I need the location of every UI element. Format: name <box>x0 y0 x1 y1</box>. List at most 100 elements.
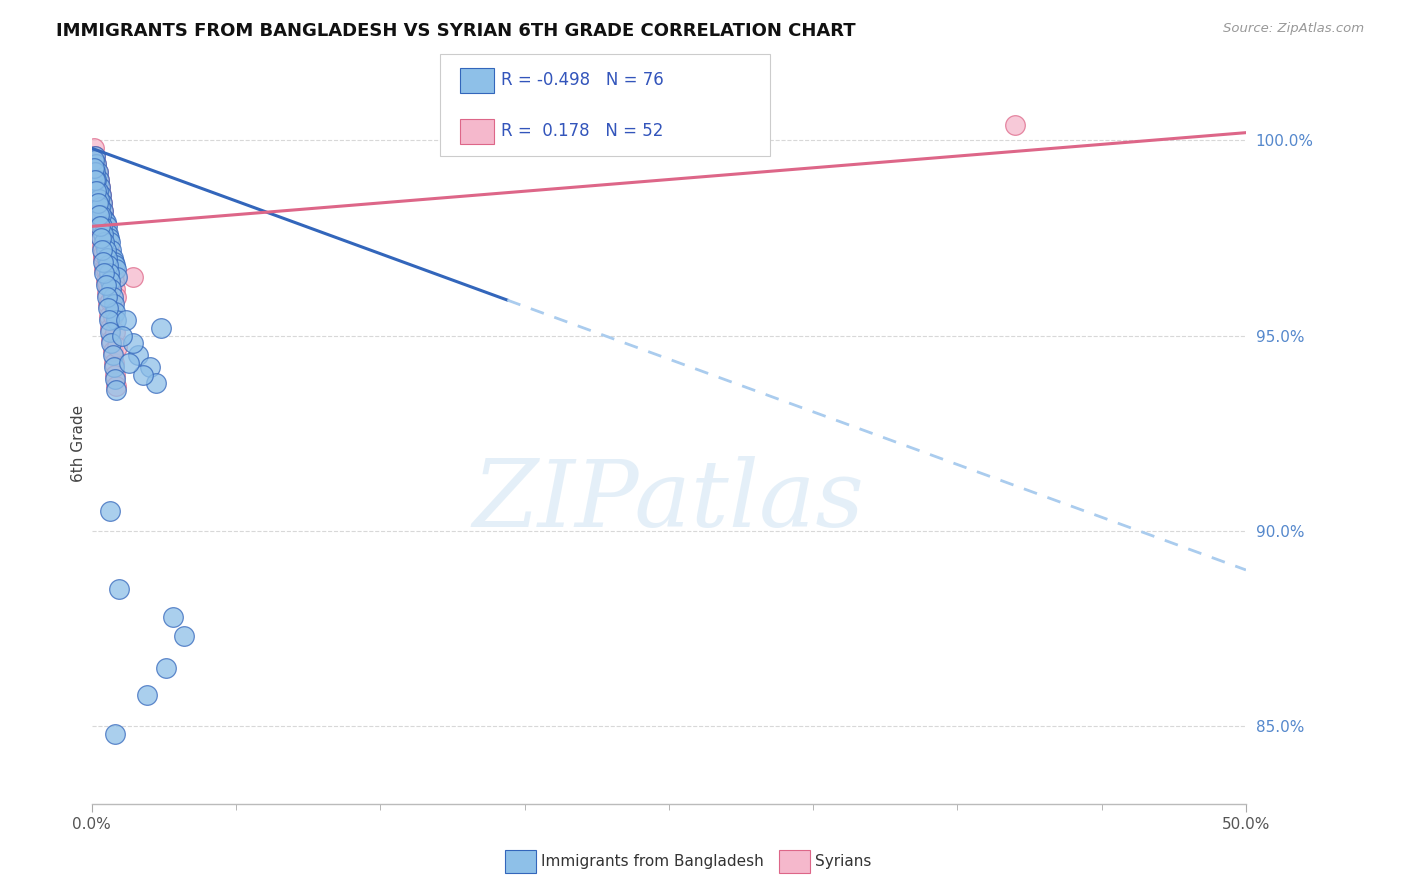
Point <box>91 219 114 234</box>
Point <box>103 356 125 370</box>
Point <box>122 336 145 351</box>
Point <box>86 192 108 206</box>
Point <box>90 231 112 245</box>
Point <box>103 274 125 288</box>
Point <box>105 290 128 304</box>
Text: ZIPatlas: ZIPatlas <box>472 456 865 546</box>
Point <box>138 359 160 374</box>
Point <box>94 277 117 292</box>
Point <box>87 208 110 222</box>
Point <box>97 235 120 249</box>
Point <box>91 246 114 260</box>
Point <box>104 259 127 273</box>
Point <box>100 282 122 296</box>
Point <box>94 274 117 288</box>
Point <box>115 313 138 327</box>
Point <box>136 688 159 702</box>
Point <box>89 215 111 229</box>
Point <box>93 262 115 277</box>
Point <box>87 192 110 206</box>
Point <box>105 379 128 393</box>
Point <box>105 262 128 277</box>
Point <box>104 727 127 741</box>
Point <box>86 172 108 186</box>
Point <box>131 368 153 382</box>
Point <box>100 259 122 273</box>
Point <box>155 660 177 674</box>
Point <box>98 504 121 518</box>
Point <box>98 309 121 323</box>
Point <box>97 301 120 316</box>
Point <box>98 293 121 308</box>
Point <box>98 266 121 280</box>
Text: Immigrants from Bangladesh: Immigrants from Bangladesh <box>541 855 763 869</box>
Point <box>105 270 128 285</box>
Point <box>101 344 124 359</box>
Point <box>86 184 108 198</box>
Point <box>84 169 107 183</box>
Point <box>89 180 111 194</box>
Point <box>105 340 128 354</box>
Point <box>104 368 127 382</box>
Point <box>98 243 121 257</box>
Point <box>98 321 121 335</box>
Point <box>93 211 115 226</box>
Point <box>145 376 167 390</box>
Point <box>90 227 112 242</box>
Point <box>94 219 117 234</box>
Text: R = -0.498   N = 76: R = -0.498 N = 76 <box>501 71 664 89</box>
Point <box>100 336 122 351</box>
Point <box>83 153 105 167</box>
Point <box>96 251 118 265</box>
Point <box>101 266 124 280</box>
Point <box>122 270 145 285</box>
Point <box>173 629 195 643</box>
Point <box>84 149 107 163</box>
Point <box>98 274 121 288</box>
Point <box>98 231 121 245</box>
Point <box>103 254 125 268</box>
Point <box>96 285 118 300</box>
Point <box>101 348 124 362</box>
Point <box>101 290 124 304</box>
Point <box>150 321 173 335</box>
Point <box>86 157 108 171</box>
Point <box>98 235 121 249</box>
Point <box>90 188 112 202</box>
Point <box>83 161 105 175</box>
Point <box>94 215 117 229</box>
Point <box>86 164 108 178</box>
Point <box>86 200 108 214</box>
Point <box>91 196 114 211</box>
Point <box>97 227 120 242</box>
Point <box>84 172 107 186</box>
Point <box>91 227 114 242</box>
Point <box>1004 118 1026 132</box>
Point <box>86 180 108 194</box>
Point <box>104 305 127 319</box>
Point <box>84 149 107 163</box>
Point <box>91 254 114 268</box>
Point <box>91 243 114 257</box>
Point <box>87 172 110 186</box>
Point <box>104 282 127 296</box>
Point <box>91 239 114 253</box>
Point <box>108 582 131 597</box>
Point <box>86 157 108 171</box>
Point <box>104 371 127 385</box>
Point <box>97 259 120 273</box>
Point <box>111 328 134 343</box>
Point <box>127 348 149 362</box>
Text: R =  0.178   N = 52: R = 0.178 N = 52 <box>501 122 662 140</box>
Y-axis label: 6th Grade: 6th Grade <box>72 404 86 482</box>
Point <box>86 196 108 211</box>
Point <box>94 262 117 277</box>
Point <box>105 313 128 327</box>
Point <box>83 157 105 171</box>
Point <box>94 243 117 257</box>
Point <box>90 231 112 245</box>
Point <box>91 251 114 265</box>
Point <box>89 219 111 234</box>
Point <box>105 384 128 398</box>
Point <box>118 356 141 370</box>
